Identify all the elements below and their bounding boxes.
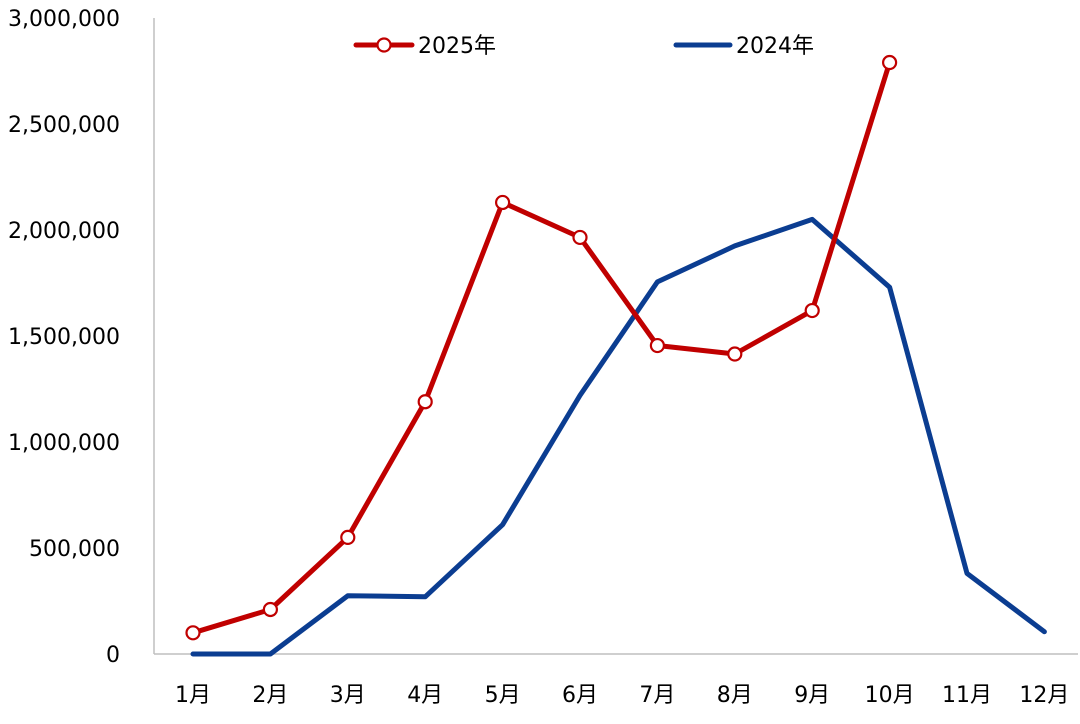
- legend-label: 2024年: [736, 34, 814, 59]
- y-tick-label: 3,000,000: [8, 7, 120, 32]
- y-axis-ticks: 0 500,000 1,000,000 1,500,000 2,000,000 2,500…: [8, 7, 120, 668]
- y-tick-label: 2,500,000: [8, 113, 120, 138]
- legend-item: 2025年: [353, 34, 496, 59]
- x-tick-label: 11月: [942, 683, 992, 708]
- legend-marker: [376, 37, 392, 53]
- data-point: [804, 302, 820, 319]
- series-layer: [185, 54, 1047, 657]
- legend-item: 2024年: [673, 34, 814, 59]
- data-point: [495, 194, 511, 211]
- data-point: [727, 346, 743, 362]
- series-group: [190, 216, 1047, 657]
- x-tick-label: 5月: [485, 683, 521, 708]
- x-tick-label: 1月: [175, 683, 211, 708]
- x-axis-ticks: 1月 2月 3月 4月 5月 6月 7月 8月 9月 10月 11月 12月: [175, 683, 1069, 708]
- x-tick-label: 8月: [717, 683, 753, 708]
- x-tick-label: 2月: [252, 683, 288, 708]
- data-point: [262, 601, 278, 618]
- x-tick-label: 10月: [865, 683, 915, 708]
- y-tick-label: 1,500,000: [8, 325, 120, 350]
- data-point: [649, 337, 666, 354]
- x-tick-label: 7月: [639, 683, 675, 708]
- x-tick-label: 12月: [1019, 683, 1069, 708]
- data-point: [340, 529, 356, 546]
- data-point: [572, 229, 588, 246]
- y-tick-label: 500,000: [29, 537, 120, 562]
- series-group: [185, 54, 898, 641]
- x-tick-label: 3月: [330, 683, 366, 708]
- series-line: [190, 216, 1047, 657]
- y-tick-label: 0: [106, 643, 120, 668]
- series-line: [190, 60, 893, 636]
- data-point: [185, 625, 201, 641]
- x-tick-label: 6月: [562, 683, 598, 708]
- legend: 2025年 2024年: [353, 34, 814, 59]
- y-tick-label: 1,000,000: [8, 431, 120, 456]
- x-tick-label: 9月: [794, 683, 830, 708]
- legend-label: 2025年: [418, 34, 496, 59]
- data-point: [417, 394, 433, 410]
- x-tick-label: 4月: [407, 683, 443, 708]
- data-point: [881, 54, 898, 71]
- y-tick-label: 2,000,000: [8, 219, 120, 244]
